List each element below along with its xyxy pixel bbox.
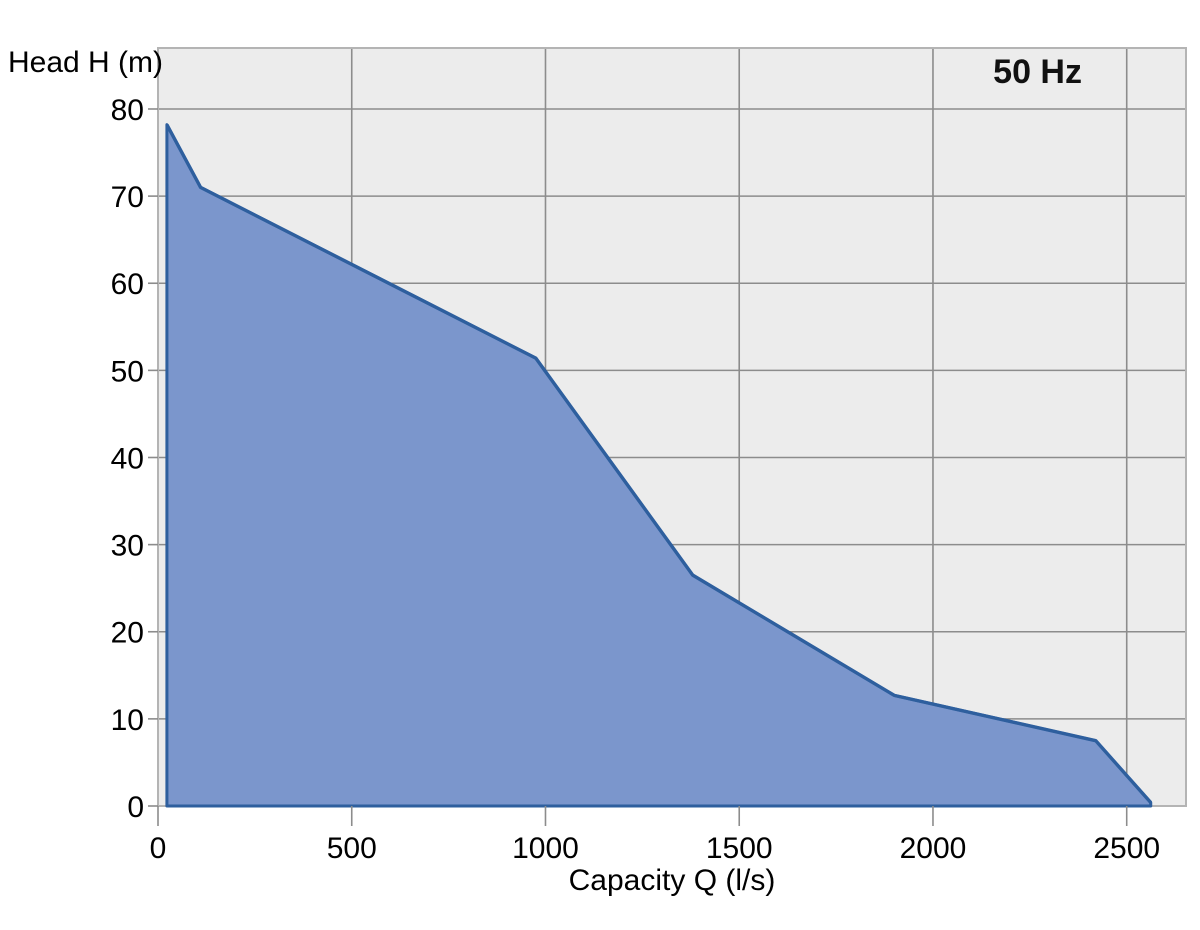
y-axis-tick-label: 30: [111, 530, 144, 563]
y-axis-tick-labels: 0 10 20 30 40 50 60 70 80: [111, 94, 158, 824]
y-axis-tick-label: 80: [111, 94, 144, 127]
y-axis-tick-label: 60: [111, 268, 144, 301]
y-axis-tick-label: 10: [111, 704, 144, 737]
x-axis-tick-label: 1000: [512, 832, 579, 865]
head-curve-line: [165, 123, 1153, 804]
x-axis-title: Capacity Q (l/s): [569, 864, 776, 897]
x-axis-tick-label: 500: [327, 832, 377, 865]
x-axis-tick-marks: [157, 806, 1128, 826]
y-axis-tick-label: 20: [111, 617, 144, 650]
y-axis-title: Head H (m): [8, 46, 163, 79]
x-axis-tick-labels: 0 500 1000 1500 2000 2500: [150, 832, 1160, 865]
y-axis-tick-label: 0: [127, 791, 144, 824]
frequency-annotation-label: 50 Hz: [993, 53, 1082, 91]
x-axis-tick-label: 2000: [900, 832, 967, 865]
y-axis-tick-label: 70: [111, 181, 144, 214]
x-axis-tick-label: 2500: [1093, 832, 1160, 865]
x-axis-tick-label: 1500: [706, 832, 773, 865]
y-axis-tick-label: 50: [111, 355, 144, 388]
y-axis-tick-label: 40: [111, 442, 144, 475]
x-axis-tick-label: 0: [150, 832, 167, 865]
